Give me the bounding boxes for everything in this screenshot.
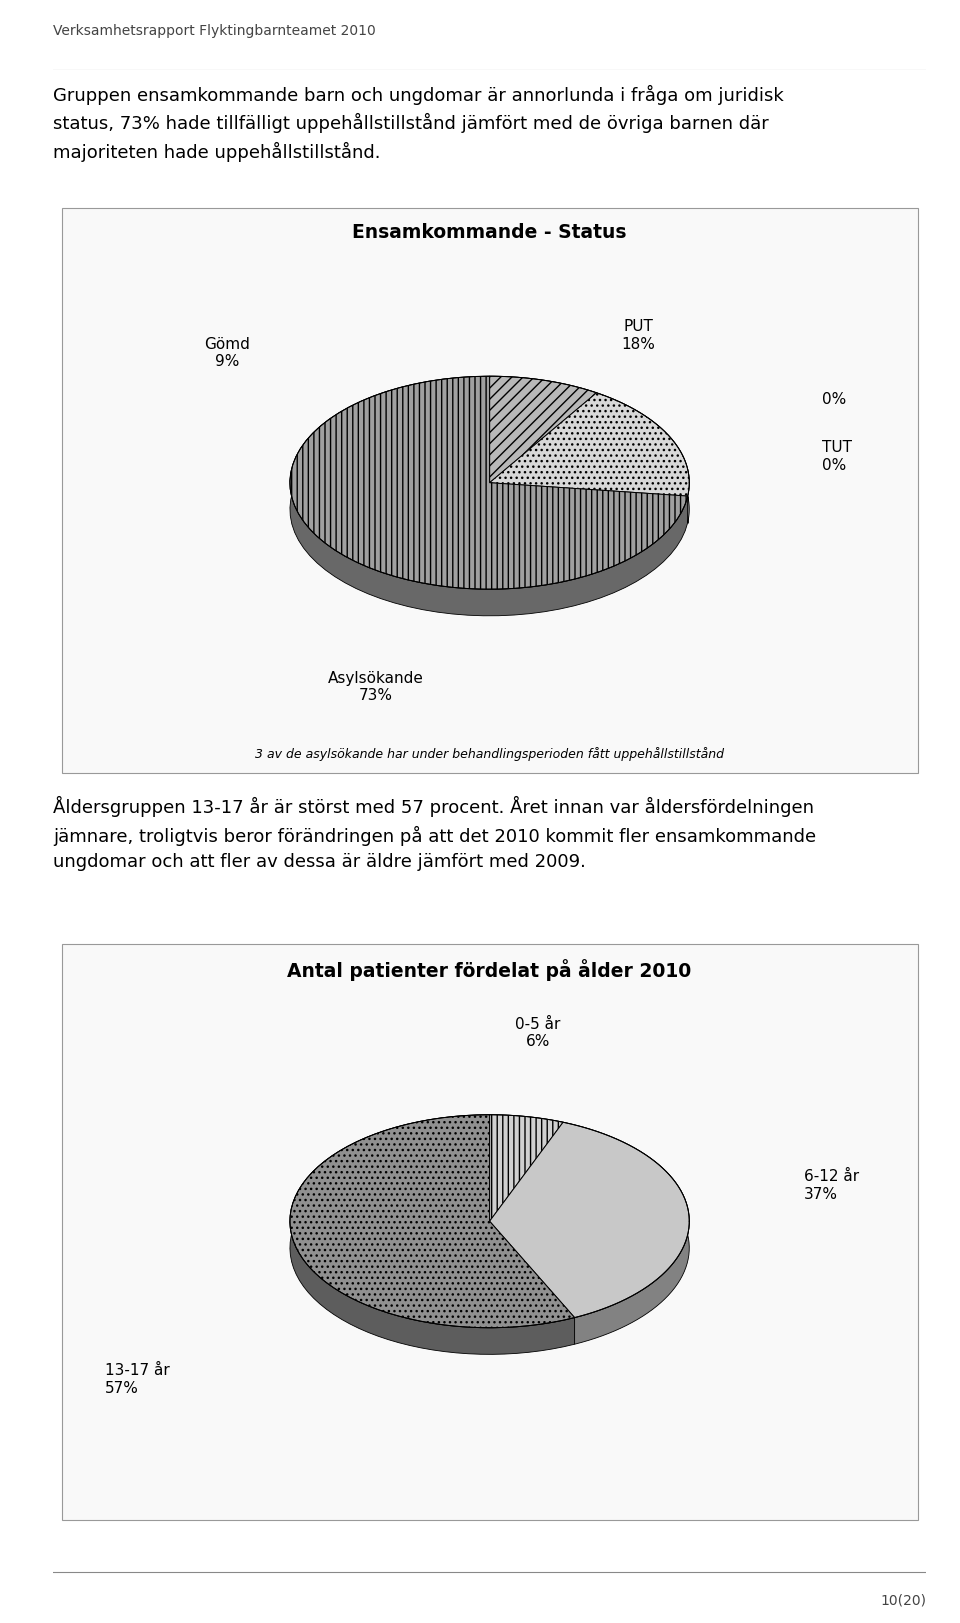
Polygon shape bbox=[490, 1115, 564, 1222]
Polygon shape bbox=[596, 393, 689, 523]
Polygon shape bbox=[490, 1115, 564, 1149]
Polygon shape bbox=[490, 377, 596, 420]
Text: 0-5 år
6%: 0-5 år 6% bbox=[515, 1016, 561, 1048]
Polygon shape bbox=[564, 1123, 689, 1344]
FancyBboxPatch shape bbox=[61, 945, 918, 1519]
Text: Asylsökande
73%: Asylsökande 73% bbox=[328, 670, 424, 703]
Polygon shape bbox=[290, 377, 687, 617]
Text: Antal patienter fördelat på ålder 2010: Antal patienter fördelat på ålder 2010 bbox=[287, 959, 692, 980]
Text: TUT
0%: TUT 0% bbox=[822, 440, 852, 472]
Text: PUT
18%: PUT 18% bbox=[621, 320, 655, 352]
Text: Åldersgruppen 13-17 år är störst med 57 procent. Året innan var åldersfördelning: Åldersgruppen 13-17 år är störst med 57 … bbox=[53, 795, 816, 872]
FancyBboxPatch shape bbox=[61, 209, 918, 773]
Text: 0%: 0% bbox=[822, 391, 846, 406]
Polygon shape bbox=[490, 393, 689, 497]
Text: 10(20): 10(20) bbox=[880, 1592, 926, 1607]
Text: Gruppen ensamkommande barn och ungdomar är annorlunda i fråga om juridisk
status: Gruppen ensamkommande barn och ungdomar … bbox=[53, 84, 783, 162]
Text: 6-12 år
37%: 6-12 år 37% bbox=[804, 1169, 859, 1201]
Text: Gömd
9%: Gömd 9% bbox=[204, 336, 251, 368]
Text: Ensamkommande - Status: Ensamkommande - Status bbox=[352, 222, 627, 242]
Polygon shape bbox=[290, 377, 687, 589]
Text: 13-17 år
57%: 13-17 år 57% bbox=[106, 1363, 170, 1394]
Text: Verksamhetsrapport Flyktingbarnteamet 2010: Verksamhetsrapport Flyktingbarnteamet 20… bbox=[53, 24, 375, 39]
Polygon shape bbox=[290, 1115, 575, 1355]
Polygon shape bbox=[490, 1123, 689, 1318]
Text: 3 av de asylsökande har under behandlingsperioden fått uppehållstillstånd: 3 av de asylsökande har under behandling… bbox=[255, 747, 724, 761]
Polygon shape bbox=[490, 377, 596, 484]
Polygon shape bbox=[290, 1115, 575, 1328]
